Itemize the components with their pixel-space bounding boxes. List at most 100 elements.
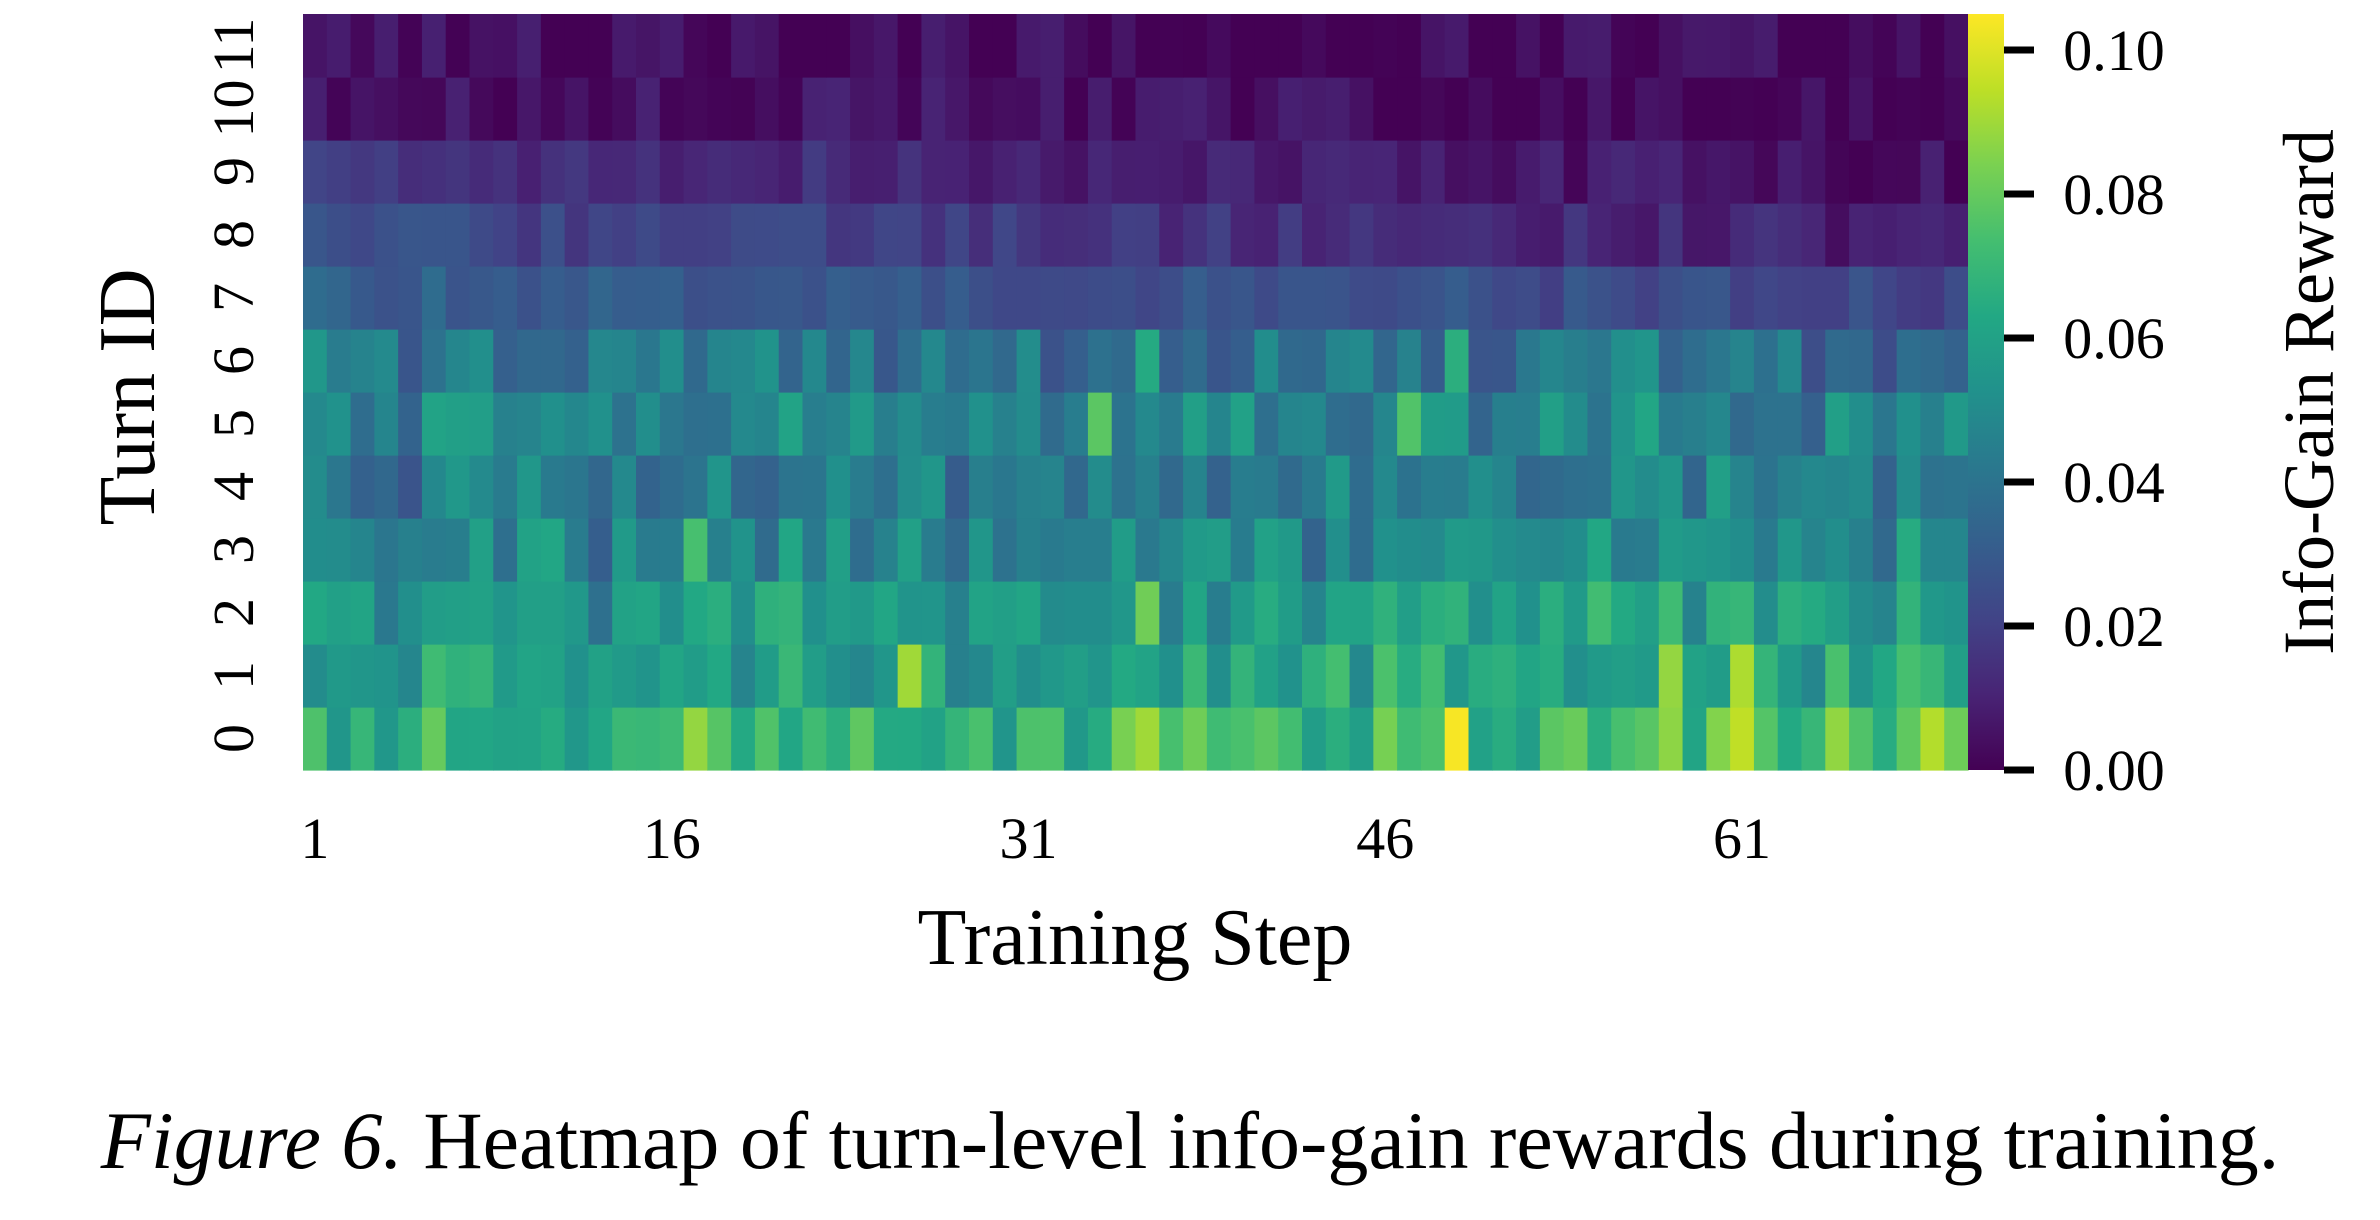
heatmap-cell — [1706, 203, 1731, 267]
heatmap-cell — [826, 581, 851, 645]
heatmap-cell — [1492, 77, 1517, 141]
heatmap-cell — [754, 518, 780, 582]
heatmap-cell — [1587, 14, 1612, 78]
heatmap-cell — [1278, 707, 1303, 771]
heatmap-cell — [1087, 266, 1113, 330]
heatmap-cell — [1563, 203, 1589, 267]
heatmap-cell — [374, 329, 399, 393]
heatmap-cell — [1896, 581, 1922, 645]
heatmap-cell — [493, 581, 518, 645]
heatmap-cell — [1516, 707, 1541, 771]
heatmap-cell — [326, 707, 352, 771]
heatmap-cell — [1801, 266, 1826, 330]
heatmap-cell — [1777, 14, 1803, 78]
heatmap-cell — [1658, 329, 1684, 393]
heatmap-cell — [1087, 707, 1113, 771]
heatmap-cell — [1135, 644, 1160, 708]
heatmap-cell — [1349, 329, 1374, 393]
heatmap-cell — [636, 581, 661, 645]
heatmap-cell — [1111, 203, 1137, 267]
heatmap-cell — [1206, 266, 1232, 330]
heatmap-cell — [1825, 77, 1850, 141]
heatmap-cell — [945, 140, 970, 204]
heatmap-cell — [374, 581, 399, 645]
heatmap-cell — [1183, 77, 1208, 141]
heatmap-cell — [1777, 266, 1803, 330]
heatmap-cell — [398, 329, 423, 393]
heatmap-cell — [802, 455, 827, 519]
heatmap-cell — [1682, 392, 1707, 456]
heatmap-cell — [326, 77, 352, 141]
heatmap-cell — [1777, 203, 1803, 267]
heatmap-cell — [445, 14, 471, 78]
heatmap-cell — [1706, 266, 1731, 330]
heatmap-cell — [1254, 392, 1279, 456]
heatmap-cell — [850, 77, 875, 141]
heatmap-cell — [992, 14, 1018, 78]
heatmap-cell — [969, 518, 994, 582]
heatmap-cell — [1087, 392, 1113, 456]
heatmap-cell — [897, 203, 923, 267]
heatmap-cell — [564, 203, 590, 267]
heatmap-cell — [1111, 14, 1137, 78]
heatmap-cell — [1420, 14, 1446, 78]
heatmap-cell — [540, 518, 566, 582]
heatmap-cell — [778, 644, 804, 708]
heatmap-cell — [1444, 707, 1470, 771]
heatmap-cell — [707, 707, 732, 771]
heatmap-cell — [921, 518, 946, 582]
heatmap-cell — [326, 518, 352, 582]
heatmap-cell — [683, 266, 708, 330]
heatmap-cell — [826, 266, 851, 330]
heatmap-cell — [1730, 14, 1755, 78]
heatmap-cell — [1040, 203, 1065, 267]
heatmap-cell — [1087, 203, 1113, 267]
heatmap-cell — [873, 644, 899, 708]
heatmap-cell — [1611, 518, 1636, 582]
heatmap-cell — [398, 455, 423, 519]
heatmap-cell — [1682, 329, 1707, 393]
heatmap-cell — [1325, 518, 1351, 582]
heatmap-cell — [1040, 140, 1065, 204]
heatmap-cell — [1849, 266, 1874, 330]
heatmap-cell — [421, 707, 447, 771]
heatmap-cell — [1064, 14, 1089, 78]
heatmap-cell — [850, 140, 875, 204]
heatmap-cell — [731, 581, 756, 645]
heatmap-cell — [421, 455, 447, 519]
heatmap-cell — [778, 518, 804, 582]
heatmap-cell — [1730, 455, 1755, 519]
heatmap-cell — [469, 644, 494, 708]
heatmap-cell — [1682, 77, 1707, 141]
heatmap-cell — [1777, 644, 1803, 708]
heatmap-cell — [1539, 203, 1565, 267]
heatmap-cell — [1587, 203, 1612, 267]
heatmap-cell — [1087, 140, 1113, 204]
heatmap-cell — [445, 392, 471, 456]
heatmap-cell — [707, 77, 732, 141]
heatmap-cell — [1420, 518, 1446, 582]
heatmap-cell — [1278, 14, 1303, 78]
heatmap-cell — [778, 14, 804, 78]
heatmap-cell — [1611, 644, 1636, 708]
heatmap-cell — [1849, 329, 1874, 393]
heatmap-cell — [350, 77, 375, 141]
heatmap-cell — [969, 203, 994, 267]
heatmap-cell — [659, 140, 685, 204]
heatmap-cell — [1349, 266, 1374, 330]
heatmap-cell — [1278, 392, 1303, 456]
heatmap-cell — [588, 266, 613, 330]
heatmap-cell — [445, 203, 471, 267]
y-tick-label: 4 — [201, 472, 266, 501]
heatmap-cell — [873, 518, 899, 582]
heatmap-cell — [1825, 644, 1850, 708]
heatmap-cell — [1373, 455, 1398, 519]
heatmap-cell — [1064, 455, 1089, 519]
heatmap-cell — [326, 644, 352, 708]
heatmap-cell — [1135, 707, 1160, 771]
heatmap-cell — [1920, 581, 1945, 645]
heatmap-cell — [1777, 518, 1803, 582]
heatmap-cell — [1254, 77, 1279, 141]
heatmap-cell — [659, 707, 685, 771]
heatmap-cell — [374, 203, 399, 267]
